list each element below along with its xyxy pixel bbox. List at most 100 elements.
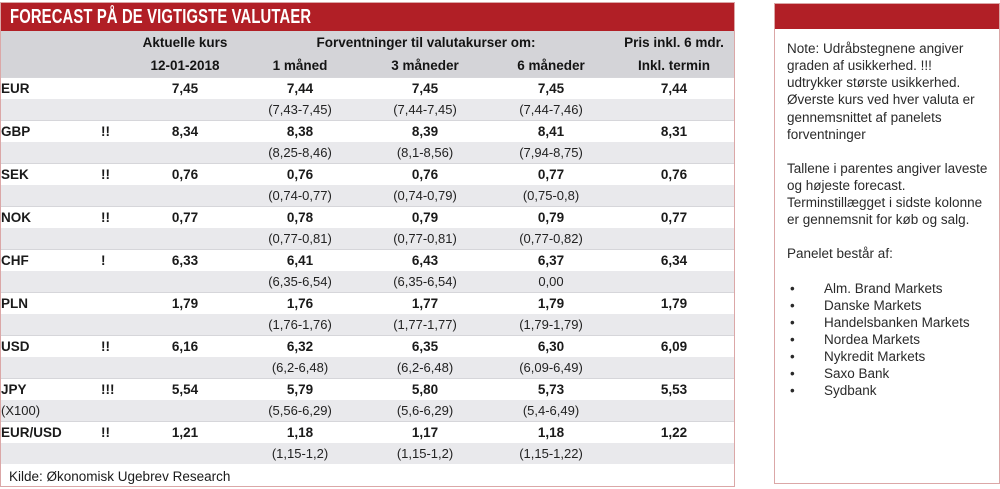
range-6m: (1,79-1,79) (488, 314, 614, 336)
source-note: Kilde: Økonomisk Ugebrev Research (9, 469, 231, 484)
forecast-1m: 1,18 (238, 421, 362, 443)
currency-code: GBP (1, 120, 101, 142)
forecast-3m: 6,35 (362, 335, 488, 357)
spacer-cell (132, 443, 238, 464)
currency-value-row: EUR 7,45 7,44 7,45 7,45 7,44 (1, 77, 734, 99)
panel-member-name: Alm. Brand Markets (824, 280, 943, 296)
forecast-1m: 1,76 (238, 292, 362, 314)
panel-member-name: Sydbank (824, 383, 877, 399)
forecast-3m: 0,76 (362, 163, 488, 185)
uncertainty-marks: !! (101, 120, 132, 142)
currency-range-row: (X100) (5,56-6,29) (5,6-6,29) (5,4-6,49) (1, 400, 734, 422)
header-row-1: Aktuelle kurs Forventninger til valutaku… (1, 31, 734, 54)
range-1m: (6,2-6,48) (238, 357, 362, 379)
range-3m: (5,6-6,29) (362, 400, 488, 422)
panel-member-name: Nykredit Markets (824, 349, 926, 365)
range-6m: (5,4-6,49) (488, 400, 614, 422)
range-1m: (5,56-6,29) (238, 400, 362, 422)
forecast-6m: 5,73 (488, 378, 614, 400)
currency-code: CHF (1, 249, 101, 271)
range-6m: (0,77-0,82) (488, 228, 614, 250)
spacer-cell (101, 314, 132, 336)
forecast-6m: 0,79 (488, 206, 614, 228)
bullet-icon: • (790, 314, 795, 330)
panel-member: • Danske Markets (787, 297, 991, 314)
termin-price: 0,77 (614, 206, 734, 228)
currency-sub-label (1, 357, 101, 379)
panel-member: • Saxo Bank (787, 365, 991, 382)
note-paragraph: Tallene i parentes angiver laveste og hø… (787, 160, 988, 228)
currency-value-row: NOK!! 0,77 0,78 0,79 0,79 0,77 (1, 206, 734, 228)
spacer-cell (101, 99, 132, 121)
forecast-table-body: EUR 7,45 7,44 7,45 7,45 7,44 (7,43-7,45) (7,44-… (1, 77, 734, 464)
panel-member: • Sydbank (787, 382, 991, 399)
currency-value-row: CHF! 6,33 6,41 6,43 6,37 6,34 (1, 249, 734, 271)
currency-code: NOK (1, 206, 101, 228)
termin-price: 0,76 (614, 163, 734, 185)
currency-range-row: (1,76-1,76) (1,77-1,77) (1,79-1,79) (1, 314, 734, 336)
forecast-3m: 6,43 (362, 249, 488, 271)
header-row-2: 12-01-2018 1 måned 3 måneder 6 måneder I… (1, 54, 734, 78)
range-3m: (1,15-1,2) (362, 443, 488, 464)
spacer-cell (101, 142, 132, 164)
header-current-label: Aktuelle kurs (132, 31, 238, 54)
uncertainty-marks: !!! (101, 378, 132, 400)
panel-member-name: Saxo Bank (824, 366, 890, 382)
bullet-icon: • (790, 383, 795, 399)
range-3m: (0,77-0,81) (362, 228, 488, 250)
forecast-6m: 1,18 (488, 421, 614, 443)
spacer-cell (614, 400, 734, 422)
forecast-3m: 1,17 (362, 421, 488, 443)
panel-member-name: Handelsbanken Markets (824, 314, 970, 330)
range-1m: (7,43-7,45) (238, 99, 362, 121)
spacer-cell (132, 271, 238, 293)
panel-title-bar: FORECAST PÅ DE VIGTIGSTE VALUTAER (1, 3, 734, 31)
header-col-3m: 3 måneder (362, 54, 488, 78)
panel-members-title: Panelet består af: (787, 246, 893, 262)
panel-member: • Nykredit Markets (787, 348, 991, 365)
spacer-cell (614, 185, 734, 207)
header-spacer (1, 31, 132, 54)
bullet-icon: • (790, 280, 795, 296)
range-6m: (7,44-7,46) (488, 99, 614, 121)
current-rate: 6,33 (132, 249, 238, 271)
range-3m: (8,1-8,56) (362, 142, 488, 164)
currency-range-row: (0,74-0,77) (0,74-0,79) (0,75-0,8) (1, 185, 734, 207)
spacer-cell (132, 99, 238, 121)
range-3m: (6,35-6,54) (362, 271, 488, 293)
note-body: Note: Udråbstegnene angiver graden af us… (775, 29, 999, 400)
forecast-1m: 6,32 (238, 335, 362, 357)
termin-price: 1,79 (614, 292, 734, 314)
forecast-1m: 7,44 (238, 77, 362, 99)
currency-sub-label (1, 185, 101, 207)
spacer-cell (614, 99, 734, 121)
range-3m: (7,44-7,45) (362, 99, 488, 121)
bullet-icon: • (790, 349, 795, 365)
panel-member: • Alm. Brand Markets (787, 280, 991, 297)
currency-code: JPY (1, 378, 101, 400)
spacer-cell (101, 357, 132, 379)
page-title: FORECAST PÅ DE VIGTIGSTE VALUTAER (10, 5, 312, 28)
current-rate: 1,79 (132, 292, 238, 314)
range-6m: (0,75-0,8) (488, 185, 614, 207)
header-current-date: 12-01-2018 (132, 54, 238, 78)
header-forecast-label: Forventninger til valutakurser om: (238, 31, 614, 54)
forecast-3m: 0,79 (362, 206, 488, 228)
panel-members-list: • Alm. Brand Markets • Danske Markets • Hande… (787, 280, 991, 400)
termin-price: 1,22 (614, 421, 734, 443)
currency-range-row: (0,77-0,81) (0,77-0,81) (0,77-0,82) (1, 228, 734, 250)
range-6m: (1,15-1,22) (488, 443, 614, 464)
uncertainty-marks (101, 77, 132, 99)
termin-price: 8,31 (614, 120, 734, 142)
uncertainty-marks: !! (101, 421, 132, 443)
uncertainty-marks: !! (101, 163, 132, 185)
panel-member: • Nordea Markets (787, 331, 991, 348)
range-1m: (0,74-0,77) (238, 185, 362, 207)
spacer-cell (614, 443, 734, 464)
currency-code: EUR (1, 77, 101, 99)
range-6m: (6,09-6,49) (488, 357, 614, 379)
termin-price: 7,44 (614, 77, 734, 99)
spacer-cell (132, 228, 238, 250)
spacer-cell (101, 443, 132, 464)
currency-code: USD (1, 335, 101, 357)
